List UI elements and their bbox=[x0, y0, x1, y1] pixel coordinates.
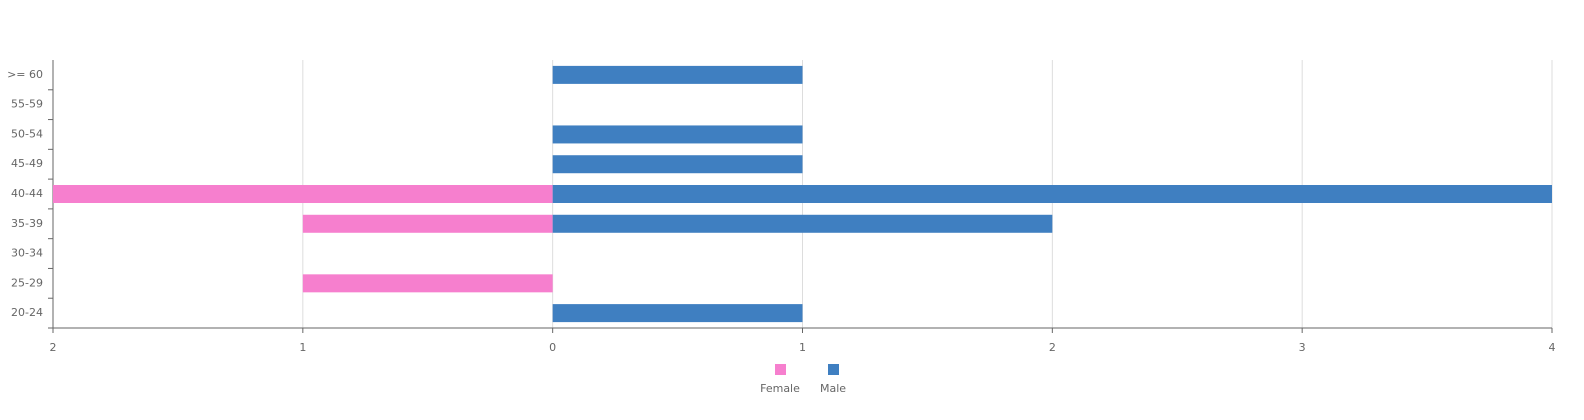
x-tick-label: 4 bbox=[1549, 341, 1556, 354]
y-tick-label: 25-29 bbox=[11, 276, 43, 289]
y-tick-label: 30-34 bbox=[11, 247, 43, 260]
y-tick-label: 35-39 bbox=[11, 217, 43, 230]
y-tick-label: 45-49 bbox=[11, 157, 43, 170]
bar bbox=[53, 185, 553, 203]
bar bbox=[302, 274, 553, 293]
bar bbox=[552, 185, 1552, 203]
y-tick-label: >= 60 bbox=[7, 68, 43, 81]
y-tick-label: 40-44 bbox=[11, 187, 43, 200]
bar bbox=[552, 155, 803, 174]
x-tick-label: 0 bbox=[549, 341, 556, 354]
x-tick-label: 2 bbox=[50, 341, 57, 354]
legend-label: Female bbox=[760, 382, 800, 395]
bar bbox=[552, 304, 803, 323]
y-tick-label: 20-24 bbox=[11, 306, 43, 319]
x-tick-label: 1 bbox=[299, 341, 306, 354]
x-tick-label: 2 bbox=[1049, 341, 1056, 354]
y-tick-label: 55-59 bbox=[11, 98, 43, 111]
bar bbox=[552, 65, 803, 84]
legend-swatch bbox=[828, 364, 839, 375]
bar bbox=[552, 214, 1053, 233]
x-tick-label: 3 bbox=[1299, 341, 1306, 354]
legend-swatch bbox=[775, 364, 786, 375]
legend-label: Male bbox=[820, 382, 846, 395]
x-tick-label: 1 bbox=[799, 341, 806, 354]
bar bbox=[552, 125, 803, 144]
y-tick-label: 50-54 bbox=[11, 127, 43, 140]
bar bbox=[302, 214, 553, 233]
